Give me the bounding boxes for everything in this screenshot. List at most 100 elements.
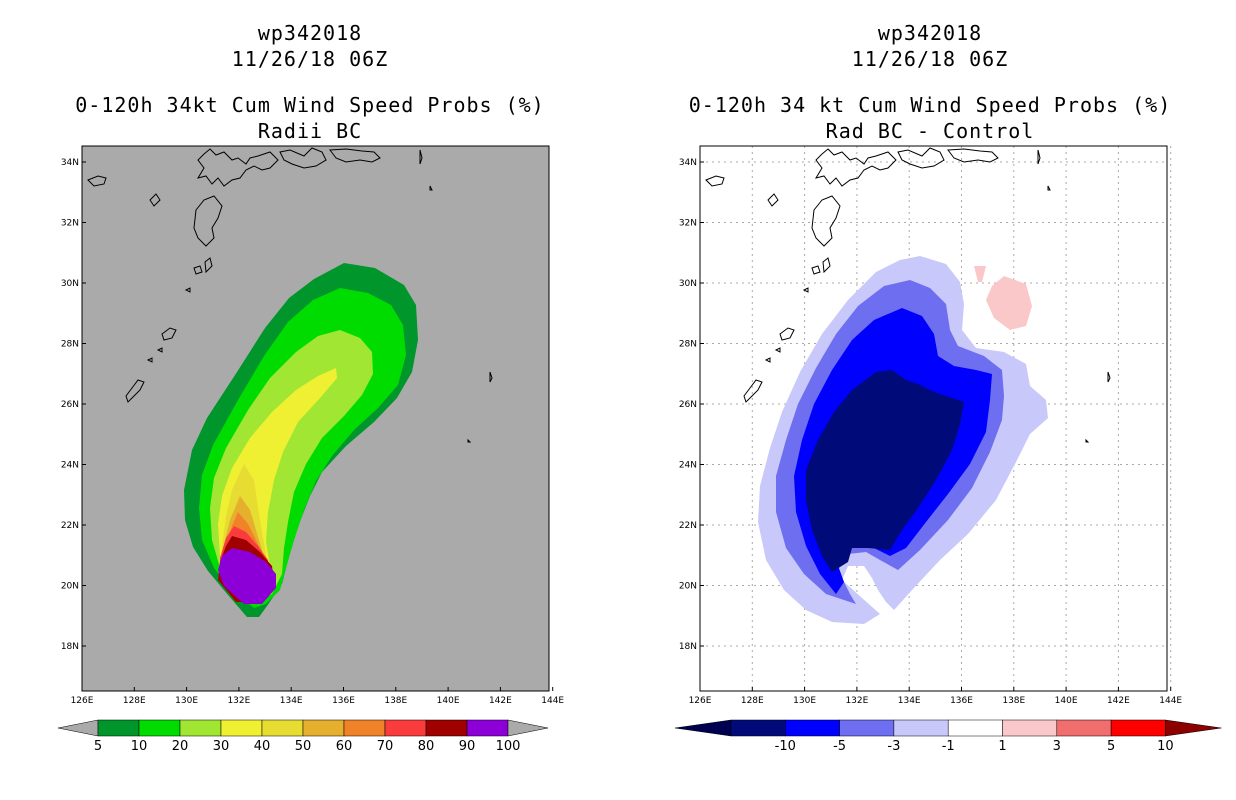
colorbar-low-triangle — [57, 719, 99, 737]
right-colorbar: -10 -5 -3 -1 1 3 5 10 — [674, 719, 1222, 754]
colorbar-swatch — [384, 719, 427, 737]
lat-tick-label: 20N — [679, 582, 697, 592]
small-island-2 — [156, 347, 163, 353]
small-island-3 — [184, 287, 191, 293]
lon-tick-label: 140E — [437, 696, 460, 706]
right-subtitle: Rad BC - Control — [825, 119, 1035, 143]
okinawa-coast — [125, 379, 145, 403]
lon-tick-label: 128E — [741, 696, 764, 706]
lat-tick-label: 22N — [679, 521, 697, 531]
izu-island-2 — [1047, 185, 1051, 191]
yakushima-coast — [193, 265, 203, 275]
colorbar-swatch — [179, 719, 222, 737]
lat-tick-label: 24N — [679, 461, 697, 471]
colorbar-label: 10 — [1157, 739, 1174, 754]
left-subtitle: Radii BC — [257, 119, 363, 143]
right-product-title: 0-120h 34 kt Cum Wind Speed Probs (%) — [688, 93, 1172, 117]
goto-islands — [767, 193, 779, 207]
colorbar-label: -1 — [942, 739, 955, 754]
colorbar-label: 3 — [1053, 739, 1061, 754]
right-axis-ticks: 126E 128E 130E 132E 134E 136E 138E 140E 142E 144E… — [679, 158, 1183, 706]
small-island-3 — [802, 287, 809, 293]
lat-tick-label: 28N — [61, 340, 79, 350]
colorbar-swatch — [1110, 719, 1166, 737]
lat-tick-label: 22N — [61, 521, 79, 531]
colorbar-label: -5 — [833, 739, 846, 754]
colorbar-swatch — [893, 719, 949, 737]
lon-tick-label: 130E — [175, 696, 198, 706]
right-map-panel: 126E 128E 130E 132E 134E 136E 138E 140E 142E 144E… — [679, 145, 1183, 706]
lon-tick-label: 142E — [489, 696, 512, 706]
colorbar-label: 10 — [131, 739, 148, 754]
colorbar-label: 60 — [336, 739, 353, 754]
colorbar-swatch — [220, 719, 263, 737]
left-datetime: 11/26/18 06Z — [231, 47, 389, 71]
jeju-coast — [705, 175, 725, 187]
lon-tick-label: 130E — [793, 696, 816, 706]
colorbar-label: 40 — [254, 739, 271, 754]
prob-contour-90 — [218, 548, 276, 604]
amami-coast — [779, 327, 795, 341]
lat-tick-label: 18N — [61, 642, 79, 652]
small-island-1 — [146, 357, 153, 363]
colorbar-swatch — [730, 719, 786, 737]
kyushu-south-coast — [193, 195, 223, 247]
honshu-coast — [947, 148, 999, 163]
colorbar-label: 20 — [172, 739, 189, 754]
small-island-2 — [774, 347, 781, 353]
lon-tick-label: 138E — [384, 696, 407, 706]
izu-island-2 — [429, 185, 433, 191]
shikoku-coast — [279, 147, 327, 169]
lon-tick-label: 138E — [1002, 696, 1025, 706]
tanegashima-coast — [822, 257, 831, 274]
diff-contour-plus1-a — [986, 276, 1032, 330]
colorbar-high-triangle — [507, 719, 549, 737]
lat-tick-label: 24N — [61, 461, 79, 471]
lat-tick-label: 20N — [61, 582, 79, 592]
left-axis-ticks: 126E 128E 130E 132E 134E 136E 138E 140E 142E 144E… — [61, 158, 565, 706]
colorbar-label: -10 — [775, 739, 796, 754]
lon-tick-label: 144E — [1159, 696, 1182, 706]
lon-tick-label: 134E — [898, 696, 921, 706]
colorbar-label: 80 — [418, 739, 435, 754]
lat-tick-label: 26N — [61, 400, 79, 410]
right-gridlines — [700, 146, 1172, 691]
colorbar-label: 70 — [377, 739, 394, 754]
colorbar-swatch — [138, 719, 181, 737]
left-storm-id: wp342018 — [257, 21, 363, 45]
right-storm-id: wp342018 — [877, 21, 983, 45]
colorbar-low-triangle — [674, 719, 732, 737]
colorbar-swatch — [302, 719, 345, 737]
left-map-panel: 126E 128E 130E 132E 134E 136E 138E 140E 142E 144E… — [61, 145, 565, 706]
right-map-frame — [699, 145, 1168, 692]
left-colorbar: 5 10 20 30 40 50 60 70 80 90 100 — [57, 719, 549, 754]
colorbar-high-triangle — [1165, 719, 1222, 737]
lon-tick-label: 126E — [71, 696, 94, 706]
lon-tick-label: 142E — [1107, 696, 1130, 706]
left-product-title: 0-120h 34kt Cum Wind Speed Probs (%) — [75, 93, 545, 117]
lon-tick-label: 134E — [280, 696, 303, 706]
okinawa-coast — [743, 379, 763, 403]
colorbar-swatch — [343, 719, 386, 737]
pacific-island — [1085, 438, 1090, 443]
lat-tick-label: 34N — [679, 158, 697, 168]
colorbar-label: -3 — [887, 739, 900, 754]
lon-tick-label: 140E — [1055, 696, 1078, 706]
lat-tick-label: 30N — [61, 279, 79, 289]
right-difference-contours — [758, 256, 1048, 624]
right-coastlines — [705, 147, 1111, 443]
colorbar-swatch — [947, 719, 1003, 737]
izu-island-1 — [1037, 149, 1041, 165]
yakushima-coast — [811, 265, 821, 275]
lat-tick-label: 18N — [679, 642, 697, 652]
left-coastlines — [87, 147, 493, 443]
colorbar-label: 50 — [295, 739, 312, 754]
colorbar-swatch — [839, 719, 895, 737]
lat-tick-label: 32N — [679, 219, 697, 229]
kyushu-coast — [814, 148, 897, 187]
honshu-coast — [329, 148, 381, 163]
colorbar-swatch — [261, 719, 304, 737]
right-datetime: 11/26/18 06Z — [851, 47, 1009, 71]
daito-island — [1107, 371, 1111, 383]
